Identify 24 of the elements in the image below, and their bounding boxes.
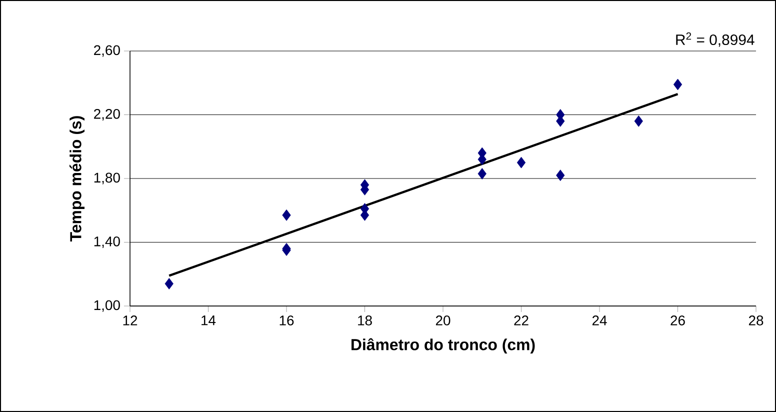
y-tick-label: 2,20: [94, 108, 120, 121]
y-tick-label: 2,60: [94, 45, 120, 57]
point: [634, 115, 643, 127]
x-tick-label: 20: [436, 316, 450, 326]
y-tick-label: 1,40: [94, 236, 120, 248]
point: [516, 156, 526, 168]
point: [478, 168, 486, 180]
y-axis-title: Tempo médio (s): [70, 116, 85, 242]
x-tick-label: 14: [202, 316, 216, 326]
point: [673, 78, 682, 90]
x-tick-label: 18: [358, 316, 372, 326]
text: R$^{2}$ = 0,8994: [676, 32, 754, 47]
y-tick-label: 1,00: [94, 300, 120, 312]
x-tick-label: 12: [123, 316, 138, 326]
y-tick-label: 1,80: [94, 172, 120, 184]
x-tick-label: 28: [748, 316, 764, 326]
point: [282, 209, 291, 221]
x-tick-label: 22: [514, 316, 528, 326]
x-tick-label: 24: [592, 316, 607, 326]
point: [164, 278, 174, 290]
x-axis-title: Diâmetro do tronco (cm): [352, 338, 535, 354]
point: [556, 170, 565, 182]
x-tick-label: 16: [280, 316, 294, 326]
x-tick-label: 26: [670, 316, 685, 326]
